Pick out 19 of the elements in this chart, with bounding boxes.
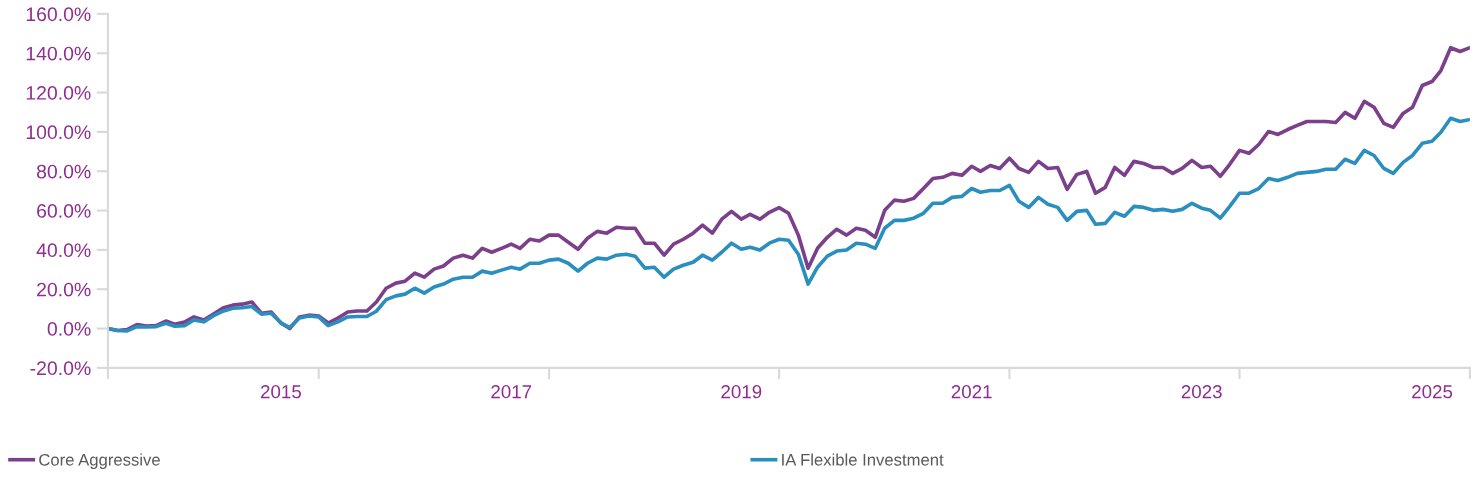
y-tick-label: 160.0%	[26, 7, 91, 22]
y-tick-label: 60.0%	[37, 204, 91, 218]
y-tick-label: 20.0%	[37, 282, 91, 297]
x-tick-label: 2021	[951, 385, 992, 399]
y-tick-label: 40.0%	[36, 243, 91, 258]
legend-label: Core Aggressive	[39, 453, 160, 469]
y-tick-label: 0.0%	[47, 322, 91, 336]
y-tick-label: 80.0%	[36, 164, 91, 179]
y-tick-label: 140.0%	[26, 46, 91, 61]
x-tick-label: 2017	[491, 385, 532, 399]
x-tick-label: 2023	[1181, 385, 1222, 399]
x-tick-label: 2025	[1412, 385, 1453, 399]
y-tick-label: -20.0%	[30, 361, 91, 376]
y-tick-label: 100.0%	[26, 125, 91, 140]
y-tick-label: 120.0%	[26, 86, 91, 100]
line-series	[107, 116, 1470, 333]
x-tick-label: 2015	[260, 385, 301, 399]
x-tick-label: 2019	[721, 385, 762, 399]
legend-label: IA Flexible Investment	[782, 453, 944, 466]
